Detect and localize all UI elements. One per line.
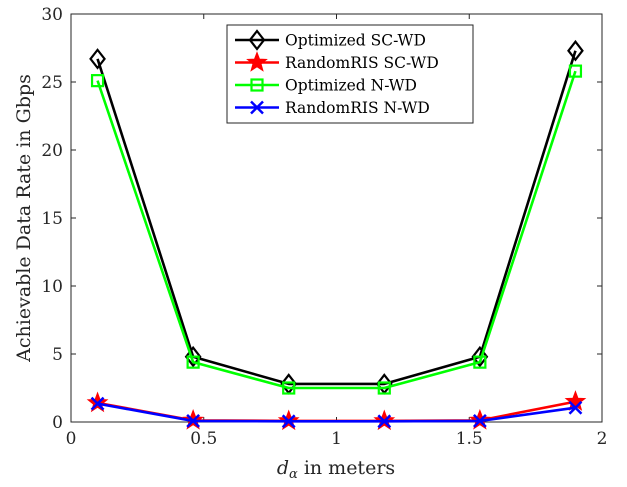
y-tick-label: 5 <box>52 345 63 365</box>
data-point <box>564 390 587 411</box>
series-line <box>97 402 576 423</box>
data-point <box>568 400 583 415</box>
y-tick-label: 30 <box>41 5 63 25</box>
x-tick-label: 0 <box>66 429 77 449</box>
x-marker-stroke <box>568 400 583 415</box>
series-line <box>96 50 577 386</box>
x-tick-label: 0.5 <box>190 429 217 449</box>
x-marker-stroke <box>186 414 201 428</box>
legend-marker <box>250 100 264 115</box>
x-marker-stroke <box>377 414 392 429</box>
y-tick-label: 15 <box>41 209 63 229</box>
y-tick-label: 10 <box>41 277 63 297</box>
x-axis-label-subscript: α <box>289 467 298 482</box>
data-point <box>471 345 489 368</box>
legend-entry: Optimized N-WD <box>285 77 417 95</box>
x-axis-label-rest: in meters <box>298 457 395 479</box>
data-point <box>377 381 391 395</box>
x-marker-stroke <box>281 414 296 429</box>
legend-entry: RandomRIS N-WD <box>285 99 430 117</box>
x-marker-stroke <box>90 396 105 411</box>
y-axis-label: Achievable Data Rate in Gbps <box>13 74 35 363</box>
data-point <box>186 355 200 369</box>
legend-entry: Optimized SC-WD <box>285 32 426 50</box>
data-point <box>473 355 487 369</box>
x-tick-label: 1.5 <box>456 429 483 449</box>
x-axis-label: dα in meters <box>277 457 395 482</box>
x-tick-label: 1 <box>331 429 342 449</box>
legend-marker <box>246 51 268 72</box>
legend: Optimized SC-WD RandomRIS SC-WD Optimized … <box>226 24 474 124</box>
legend-marker <box>248 29 266 51</box>
legend-entry: RandomRIS SC-WD <box>285 54 439 72</box>
data-point <box>281 414 296 429</box>
x-marker-stroke <box>472 414 487 428</box>
x-axis-label-symbol: d <box>277 457 289 479</box>
y-tick-label: 20 <box>41 141 63 161</box>
data-point <box>568 64 583 78</box>
data-point <box>282 381 296 395</box>
data-point <box>186 414 201 428</box>
x-tick-label: 2 <box>597 429 608 449</box>
legend-marker <box>250 78 264 92</box>
series-line <box>96 70 577 390</box>
data-point <box>89 48 106 70</box>
data-point <box>90 74 105 88</box>
series-layer <box>86 39 587 431</box>
y-tick-label: 0 <box>52 413 63 433</box>
data-point <box>472 414 487 428</box>
data-point <box>377 414 392 429</box>
data-point <box>567 39 584 62</box>
y-tick-label: 25 <box>41 73 63 93</box>
x-marker-stroke <box>250 100 264 115</box>
data-point <box>90 396 105 411</box>
data-point <box>184 345 202 368</box>
